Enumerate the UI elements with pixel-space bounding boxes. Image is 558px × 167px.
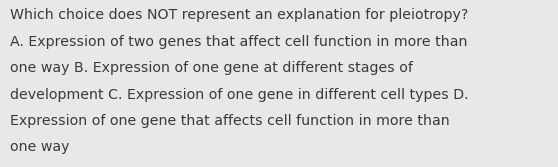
Text: Which choice does NOT represent an explanation for pleiotropy?: Which choice does NOT represent an expla… xyxy=(10,8,468,22)
Text: Expression of one gene that affects cell function in more than: Expression of one gene that affects cell… xyxy=(10,114,450,128)
Text: development C. Expression of one gene in different cell types D.: development C. Expression of one gene in… xyxy=(10,88,469,102)
Text: A. Expression of two genes that affect cell function in more than: A. Expression of two genes that affect c… xyxy=(10,35,468,49)
Text: one way B. Expression of one gene at different stages of: one way B. Expression of one gene at dif… xyxy=(10,61,413,75)
Text: one way: one way xyxy=(10,140,70,154)
